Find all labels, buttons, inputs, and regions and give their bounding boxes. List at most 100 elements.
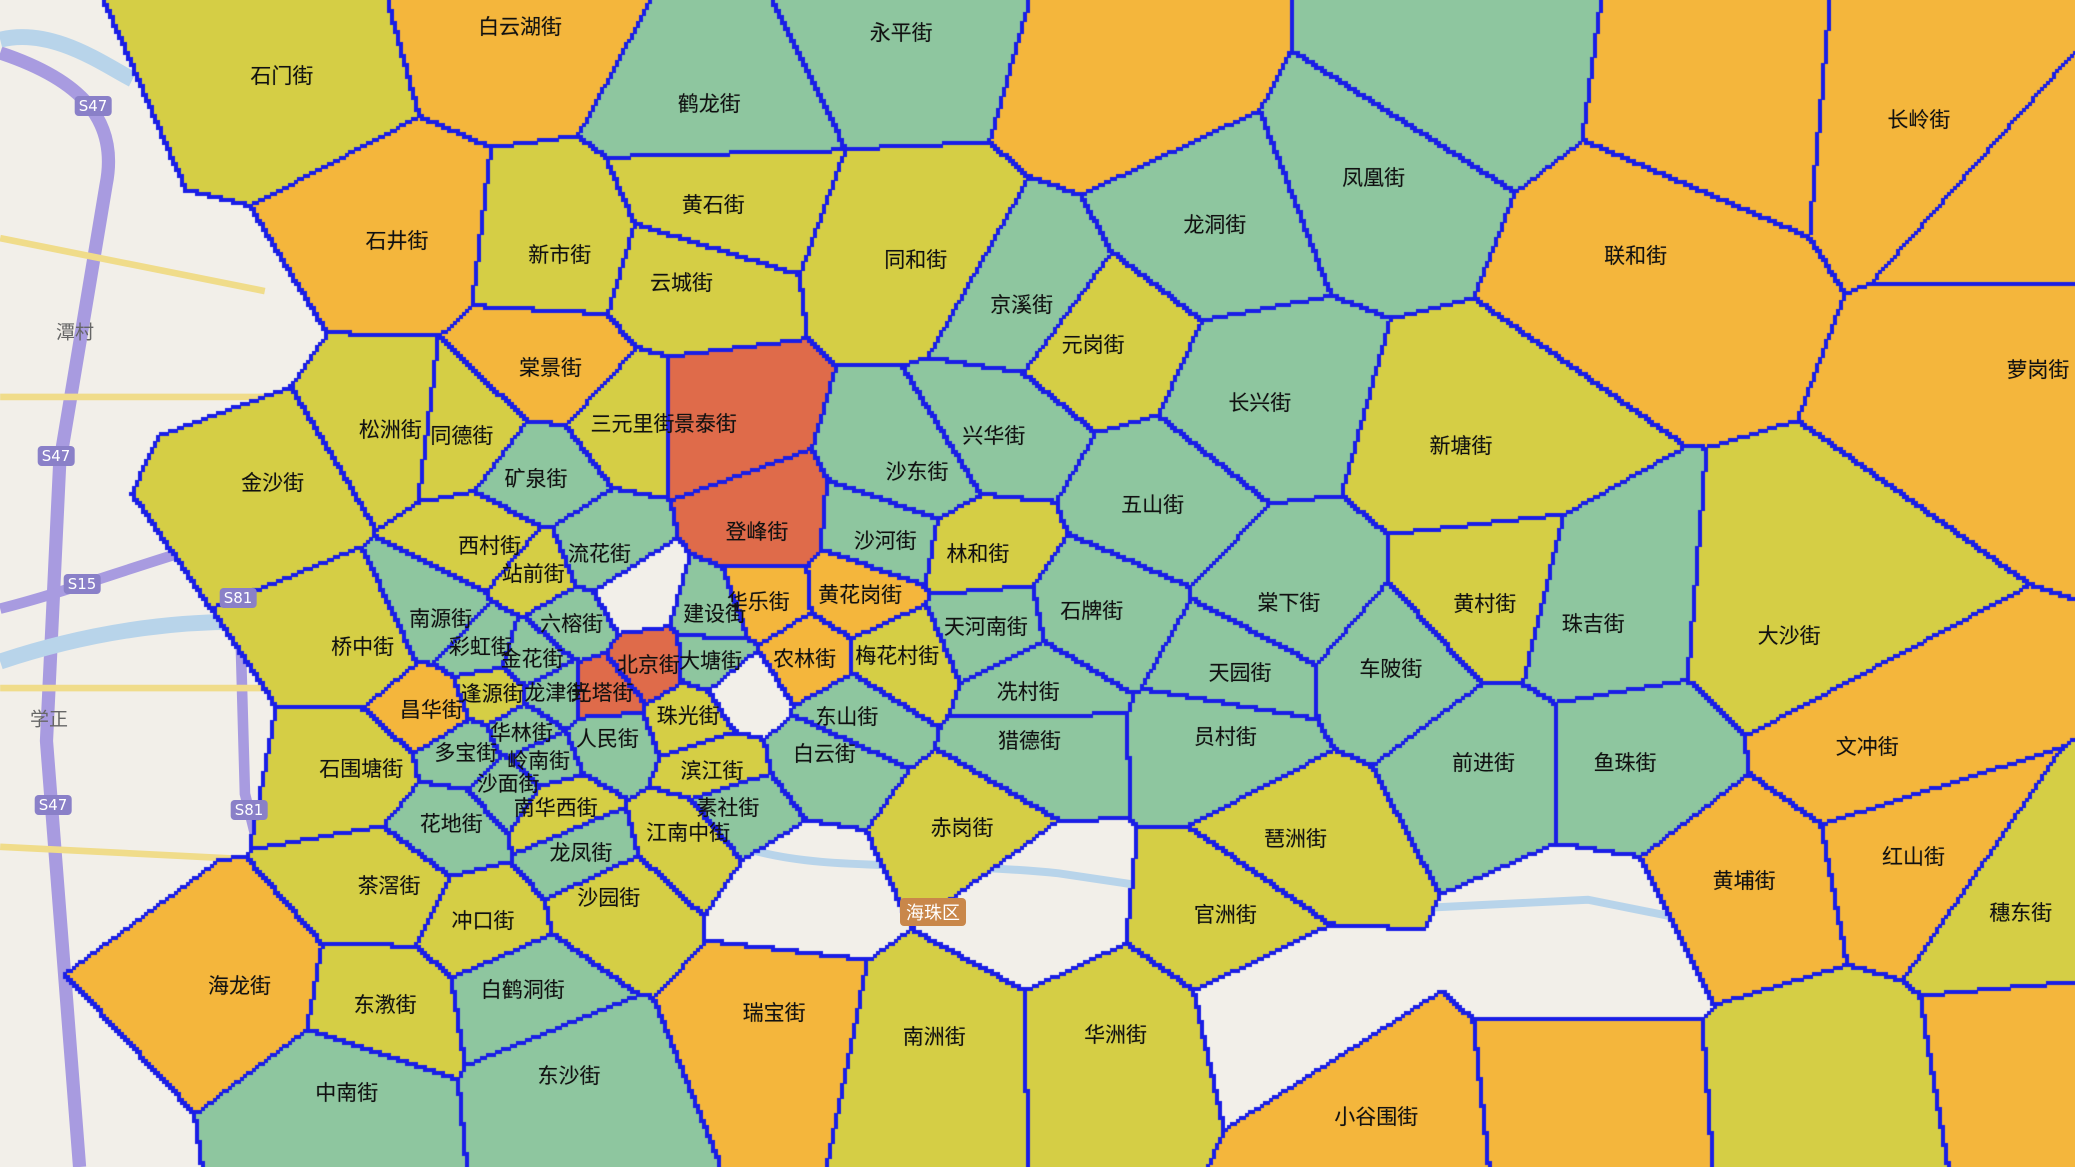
district-label[interactable]: 五山街 [1121, 493, 1185, 518]
district-label[interactable]: 瑞宝街 [742, 1001, 806, 1026]
district-label[interactable]: 东漖街 [353, 993, 417, 1018]
district-label[interactable]: 文冲街 [1835, 735, 1899, 760]
district-label[interactable]: 三元里街 [590, 412, 675, 437]
district-label[interactable]: 白鹤洞街 [480, 977, 565, 1002]
district-label[interactable]: 黄埔街 [1712, 869, 1776, 894]
district-label[interactable]: 珠吉街 [1561, 612, 1625, 637]
district-label[interactable]: 站前街 [501, 562, 565, 586]
district-label[interactable]: 金花街 [500, 646, 564, 671]
district-label[interactable]: 景泰街 [673, 412, 737, 437]
district-label[interactable]: 江南中街 [646, 821, 731, 846]
district-label[interactable]: 小谷围街 [1334, 1104, 1419, 1129]
district-label[interactable]: 冲口街 [451, 908, 515, 933]
district-label[interactable]: 石井街 [365, 228, 429, 253]
district-label[interactable]: 龙洞街 [1183, 212, 1247, 237]
district-label[interactable]: 天园街 [1208, 661, 1272, 686]
district-label[interactable]: 琶洲街 [1264, 826, 1328, 851]
district-label[interactable]: 棠景街 [519, 355, 582, 380]
district-label[interactable]: 穗东街 [1989, 900, 2053, 925]
district-label[interactable]: 沙面街 [476, 772, 540, 797]
district-label[interactable]: 花地街 [419, 812, 483, 837]
district-label[interactable]: 农林街 [773, 646, 837, 671]
district-label[interactable]: 滨江街 [680, 759, 744, 784]
district-label[interactable]: 萝岗街 [2006, 358, 2070, 383]
district-label[interactable]: 长岭街 [1887, 108, 1951, 133]
district-label[interactable]: 南华西街 [513, 796, 598, 821]
district-label[interactable]: 联和街 [1604, 244, 1668, 269]
district-label[interactable]: 石围塘街 [319, 756, 404, 781]
district-label[interactable]: 新塘街 [1429, 433, 1493, 458]
district-label[interactable]: 长兴街 [1228, 391, 1292, 416]
district-label[interactable]: 东沙街 [537, 1063, 601, 1088]
district-label[interactable]: 黄花岗街 [818, 583, 903, 608]
district-label[interactable]: 松洲街 [358, 417, 422, 442]
district-label[interactable]: 红山街 [1882, 845, 1946, 870]
district-label[interactable]: 同和街 [884, 248, 948, 273]
district-label[interactable]: 多宝街 [434, 740, 498, 765]
district-label[interactable]: 新市街 [528, 243, 592, 268]
district-label[interactable]: 昌华街 [399, 698, 463, 723]
district-label[interactable]: 林和街 [946, 542, 1010, 567]
district-label[interactable]: 金沙街 [241, 470, 305, 495]
district-label[interactable]: 官洲街 [1193, 903, 1257, 928]
district-label[interactable]: 东山街 [815, 704, 879, 729]
district-label[interactable]: 六榕街 [540, 612, 604, 637]
district-label[interactable]: 前进街 [1451, 751, 1515, 776]
district-label[interactable]: 建设街 [683, 601, 747, 626]
district-label[interactable]: 赤岗街 [930, 816, 994, 841]
district-label[interactable]: 南洲街 [902, 1025, 966, 1050]
district-label[interactable]: 棠下街 [1257, 591, 1321, 616]
district-label[interactable]: 车陂街 [1359, 657, 1423, 682]
district-label[interactable]: 猎德街 [998, 728, 1062, 753]
district-label[interactable]: 彩虹街 [448, 634, 512, 659]
district-label[interactable]: 海龙街 [208, 973, 272, 998]
district-label[interactable]: 珠光街 [656, 703, 720, 728]
district-label[interactable]: 素社街 [696, 796, 760, 821]
district-label[interactable]: 中南街 [315, 1080, 379, 1105]
district-label[interactable]: 沙河街 [853, 528, 917, 553]
road-shield: S47 [74, 96, 112, 116]
district-label[interactable]: 沙园街 [577, 886, 641, 911]
district-label[interactable]: 员村街 [1193, 724, 1257, 749]
district-label[interactable]: 白云街 [792, 741, 856, 766]
district-label[interactable]: 龙凤街 [549, 841, 613, 866]
district-label[interactable]: 石门街 [250, 64, 314, 89]
district-label[interactable]: 流花街 [567, 542, 631, 567]
road-shield: S15 [63, 574, 101, 594]
district-label[interactable]: 黄石街 [681, 192, 745, 217]
district-label[interactable]: 岭南街 [507, 748, 571, 773]
district-label[interactable]: 龙津街 [524, 681, 588, 706]
district-label[interactable]: 鱼珠街 [1593, 751, 1657, 776]
district-label[interactable]: 沙东街 [885, 460, 949, 485]
district-label[interactable]: 天河南街 [943, 614, 1028, 639]
district-label[interactable]: 京溪街 [990, 293, 1054, 318]
district-label[interactable]: 白云湖街 [478, 15, 563, 40]
district-label[interactable]: 光塔街 [570, 681, 634, 706]
district-label[interactable]: 逢源街 [460, 682, 524, 707]
district-label[interactable]: 鹤龙街 [677, 92, 741, 117]
district-label[interactable]: 矿泉街 [504, 466, 568, 491]
district-label[interactable]: 云城街 [650, 270, 714, 295]
district-label[interactable]: 华洲街 [1084, 1022, 1148, 1047]
district-label[interactable]: 华林街 [489, 720, 553, 745]
district-label[interactable]: 大沙街 [1757, 624, 1821, 649]
district-label[interactable]: 同德街 [430, 424, 494, 449]
district-label[interactable]: 大塘街 [679, 649, 743, 674]
district-label[interactable]: 冼村街 [996, 679, 1060, 704]
district-label[interactable]: 石牌街 [1060, 599, 1124, 624]
district-label[interactable]: 梅花村街 [855, 644, 940, 669]
district-label[interactable]: 西村街 [458, 534, 522, 559]
district-label[interactable]: 北京街 [616, 653, 680, 678]
district-label[interactable]: 人民街 [575, 727, 639, 752]
district-label[interactable]: 茶滘街 [357, 874, 421, 899]
district-label[interactable]: 南源街 [409, 607, 473, 631]
district-label[interactable]: 华乐街 [726, 589, 790, 614]
district-label[interactable]: 永平街 [869, 20, 933, 45]
district-label[interactable]: 黄村街 [1453, 592, 1517, 617]
district-label[interactable]: 元岗街 [1061, 333, 1125, 358]
district-label[interactable]: 兴华街 [962, 424, 1026, 449]
district-label[interactable]: 凤凰街 [1342, 166, 1406, 191]
haizhu-district-label: 海珠区 [900, 898, 966, 926]
district-label[interactable]: 桥中街 [331, 634, 395, 659]
district-label[interactable]: 登峰街 [725, 519, 789, 544]
